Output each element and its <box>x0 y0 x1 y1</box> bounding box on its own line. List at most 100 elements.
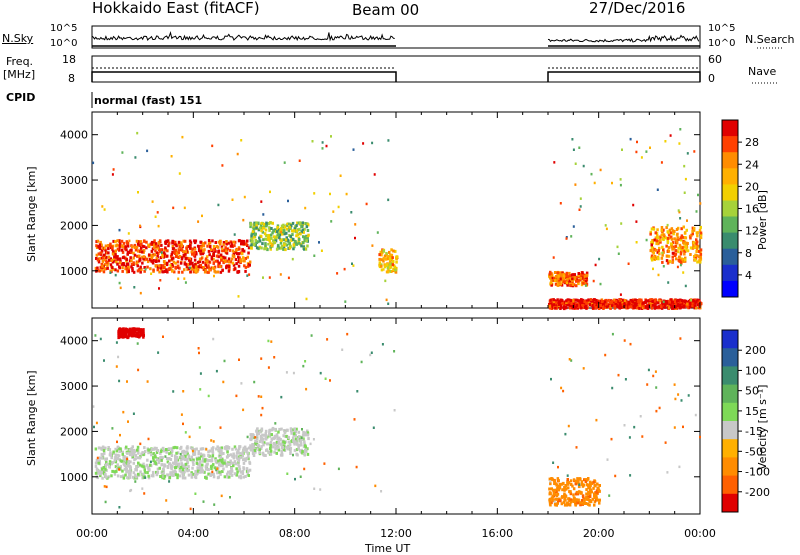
power-panel-cell <box>689 301 692 305</box>
velocity-panel-cell <box>564 498 567 502</box>
power-panel-cell <box>284 248 287 252</box>
power-panel-cell <box>671 300 674 304</box>
velocity-panel-cell <box>280 453 284 457</box>
power-panel-cell <box>565 271 569 275</box>
velocity-panel-cell <box>156 467 160 471</box>
power-panel-cell <box>253 221 256 225</box>
velocity-panel-cell <box>135 328 139 332</box>
velocity-panel-cell <box>260 445 263 449</box>
velocity-panel-cell <box>589 492 592 496</box>
power-panel-cell <box>549 271 552 275</box>
velocity-panel-sparse-cell <box>260 395 263 398</box>
power-panel-cell <box>677 250 680 254</box>
power-panel-cell <box>568 279 572 283</box>
velocity-panel-cell <box>295 452 298 456</box>
velocity-panel-sparse-cell <box>139 442 142 446</box>
velocity-panel-cell <box>572 478 576 482</box>
power-panel-cell <box>212 251 215 255</box>
velocity-panel-cell <box>288 445 291 449</box>
power-panel-sparse-cell <box>177 277 180 280</box>
velocity-panel-cell <box>184 458 188 461</box>
power-panel-sparse-cell <box>620 222 623 225</box>
velocity-panel-cell <box>278 440 281 444</box>
power-panel-cell <box>692 299 696 303</box>
velocity-panel-sparse-cell <box>95 421 98 425</box>
velocity-panel-cell <box>235 456 239 460</box>
velocity-panel-cell <box>233 445 237 449</box>
velocity-panel-cell <box>186 460 189 464</box>
velocity-panel-cell <box>221 458 224 462</box>
power-panel-cell <box>271 242 274 246</box>
power-panel-cell <box>565 301 568 304</box>
power-panel-cell <box>126 244 130 248</box>
power-panel-cell <box>679 245 683 249</box>
velocity-panel-cell <box>126 451 129 455</box>
power-panel-cell <box>101 259 105 263</box>
power-panel-cell <box>294 241 297 245</box>
velocity-panel-cell <box>270 437 274 441</box>
velocity-panel-cell <box>115 469 118 473</box>
velocity-panel-cell <box>596 491 599 495</box>
power-panel-cell <box>247 251 250 255</box>
velocity-panel-cell <box>552 492 556 495</box>
power-panel-sparse-cell <box>221 164 224 167</box>
power-panel-cell <box>201 266 204 270</box>
power-panel-cell <box>199 240 202 244</box>
power-panel-cell <box>666 236 670 240</box>
power-panel-cell <box>261 226 265 230</box>
power-panel-cell <box>575 304 579 307</box>
power-panel-cell <box>264 242 267 246</box>
power-panel-cell <box>306 235 309 239</box>
velocity-panel-cell <box>214 457 217 461</box>
velocity-panel-cell <box>548 500 552 504</box>
velocity-panel-cell <box>273 436 276 440</box>
power-panel-sparse-cell <box>611 181 613 185</box>
power-panel-cell <box>302 230 305 234</box>
velocity-panel-cell <box>301 450 304 453</box>
power-panel-cell <box>254 238 257 242</box>
power-panel-cell <box>244 269 247 273</box>
power-panel-sparse-cell <box>578 208 581 211</box>
velocity-panel-sparse-cell <box>147 437 150 441</box>
velocity-panel-cell <box>213 466 217 470</box>
power-panel-sparse-cell <box>657 273 660 277</box>
velocity-panel-cell <box>185 467 189 471</box>
power-panel-sparse-cell <box>617 252 620 255</box>
power-panel-cell <box>664 236 668 240</box>
power-panel-cell <box>577 282 580 285</box>
power-panel-sparse-cell <box>690 299 693 302</box>
power-panel-cell <box>305 239 308 243</box>
power-panel-cell <box>282 230 286 234</box>
power-panel-cell <box>378 253 381 257</box>
power-panel-cell <box>105 260 108 264</box>
power-panel-cell <box>148 257 152 261</box>
power-panel-cell <box>118 248 121 252</box>
power-panel-cell <box>177 251 181 255</box>
power-panel-cell <box>157 259 161 263</box>
velocity-panel-cell <box>236 451 239 455</box>
velocity-panel-sparse-cell <box>324 377 327 380</box>
velocity-panel-cell <box>137 461 140 465</box>
power-panel-cell <box>239 260 242 264</box>
velocity-panel-cell <box>210 467 213 470</box>
power-panel-cell <box>573 305 576 309</box>
power-panel-cell <box>643 306 646 310</box>
velocity-panel-cell <box>135 475 138 479</box>
velocity-panel-cell <box>160 458 163 462</box>
velocity-panel-cell <box>162 474 165 478</box>
velocity-panel-cell <box>572 493 575 497</box>
power-panel-cell <box>285 223 288 227</box>
power-panel-cell <box>193 265 196 269</box>
power-panel-cell <box>288 246 292 250</box>
power-panel-cell <box>116 257 120 261</box>
velocity-panel-sparse-cell <box>137 368 140 372</box>
power-panel-cell <box>130 248 133 252</box>
power-panel-cell <box>285 231 288 235</box>
power-panel-cell <box>386 254 390 258</box>
velocity-panel-cell <box>207 468 210 472</box>
velocity-panel-cell <box>142 465 145 469</box>
power-panel-cell <box>298 221 302 225</box>
power-panel-cell <box>121 256 125 260</box>
power-panel-cell <box>111 260 115 264</box>
power-panel-cell <box>249 225 252 229</box>
